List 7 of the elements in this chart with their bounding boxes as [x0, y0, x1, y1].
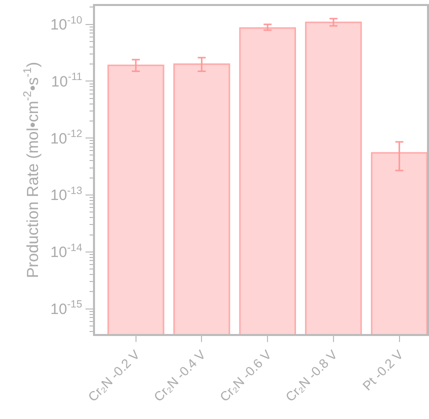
y-tick-label: 10$^{-10}$ [50, 14, 82, 34]
y-tick-label: 10$^{-11}$ [51, 71, 82, 90]
y-tick-label: 10$^{-14}$ [50, 242, 82, 262]
y-tick-label: 10$^{-15}$ [50, 298, 82, 318]
y-tick-label: 10$^{-13}$ [50, 184, 82, 204]
y-tick-label: 10$^{-12}$ [50, 128, 82, 148]
x-tick-label: Pt -0.2 V [360, 346, 406, 394]
